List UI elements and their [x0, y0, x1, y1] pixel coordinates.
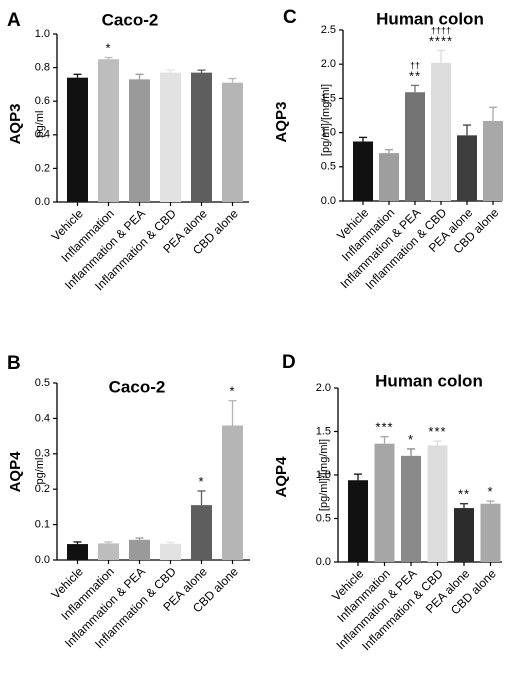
y-tick-label: 0.2 — [35, 162, 50, 174]
y-axis-side-label: AQP4 — [273, 456, 290, 498]
chart-title: Caco-2 — [102, 10, 159, 29]
bar — [191, 505, 212, 560]
y-tick-label: 1.0 — [35, 28, 50, 40]
y-tick-label: 0.6 — [35, 95, 50, 107]
significance-marker-secondary: †††† — [431, 26, 451, 36]
bar — [427, 445, 448, 562]
y-tick-label: 1.0 — [316, 469, 331, 481]
bar — [67, 77, 88, 202]
bar — [374, 443, 395, 562]
bar — [401, 455, 421, 562]
y-axis-label: [pg/ml]/[mg/ml] — [320, 84, 332, 156]
y-axis-side-label: AQP4 — [7, 451, 24, 493]
bar — [457, 135, 477, 201]
bar — [431, 62, 451, 201]
significance-marker: * — [229, 384, 235, 399]
y-tick-label: 0.3 — [35, 448, 50, 460]
y-tick-label: 0.5 — [316, 512, 331, 524]
bar — [379, 153, 399, 201]
significance-marker: * — [487, 484, 493, 499]
bar — [483, 120, 503, 201]
chart-title: Human colon — [375, 371, 483, 390]
significance-marker: ** — [409, 68, 421, 83]
significance-marker-secondary: †† — [410, 60, 420, 70]
y-tick-label: 0.4 — [35, 412, 50, 424]
panel-letter: A — [7, 10, 21, 31]
y-axis-side-label: AQP3 — [7, 104, 24, 145]
y-axis-label: pg/ml — [34, 111, 46, 138]
y-tick-label: 0.5 — [35, 377, 50, 389]
y-tick-label: 0.0 — [35, 196, 50, 208]
chart-panel-c: C Human colon AQP3 [pg/ml]/[mg/ml] 0.0 0.5 1.0… — [273, 7, 503, 292]
bar — [405, 92, 425, 201]
significance-marker: *** — [428, 424, 446, 439]
bar — [348, 480, 368, 562]
y-tick-label: 2.5 — [321, 24, 336, 36]
bar — [129, 79, 150, 202]
chart-title: Human colon — [376, 9, 484, 28]
y-tick-label: 0.5 — [321, 161, 336, 173]
bar — [98, 543, 119, 560]
y-tick-label: 0.8 — [35, 62, 50, 74]
significance-marker: * — [408, 432, 414, 447]
chart-panel-d: D Human colon AQP4 [pg/ml]/[mg/ml] 0.0 0.5 1.0… — [273, 352, 502, 653]
y-axis-label: [pg/ml]/[mg/ml] — [318, 439, 330, 511]
significance-marker: ** — [458, 487, 470, 502]
y-tick-label: 2.0 — [316, 382, 331, 394]
y-axis-side-label: AQP3 — [273, 102, 290, 143]
y-tick-label: 0.0 — [35, 554, 50, 566]
y-tick-label: 0.0 — [321, 195, 336, 207]
y-tick-label: 1.0 — [321, 127, 336, 139]
bar — [222, 425, 243, 560]
bar — [480, 503, 501, 562]
significance-marker: * — [198, 474, 204, 489]
bar — [98, 59, 119, 203]
bar — [454, 508, 474, 562]
panel-letter: B — [7, 353, 21, 374]
y-axis-label: pg/ml — [34, 458, 46, 485]
bar — [67, 544, 88, 560]
bar — [191, 72, 212, 202]
y-tick-label: 0.1 — [35, 519, 50, 531]
significance-marker: *** — [375, 420, 393, 435]
significance-marker: * — [105, 41, 111, 56]
y-tick-label: 2.0 — [321, 58, 336, 70]
panel-letter: D — [282, 352, 296, 373]
y-tick-label: 1.5 — [321, 92, 336, 104]
y-tick-label: 0.2 — [35, 483, 50, 495]
bar — [353, 141, 373, 201]
panel-letter: C — [283, 7, 297, 28]
y-tick-label: 0.4 — [35, 129, 50, 141]
bar — [222, 82, 243, 202]
bar — [160, 72, 181, 202]
bar — [129, 539, 150, 560]
y-tick-label: 1.5 — [316, 425, 331, 437]
bar — [160, 543, 181, 560]
significance-marker: **** — [429, 34, 453, 49]
y-tick-label: 0.0 — [316, 556, 331, 568]
chart-title: Caco-2 — [109, 377, 166, 396]
